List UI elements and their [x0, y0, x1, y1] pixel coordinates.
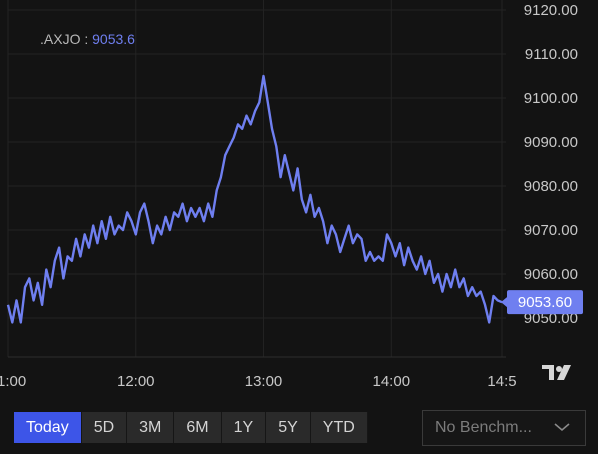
chevron-down-icon	[554, 423, 570, 432]
y-tick-label: 9120.00	[524, 2, 578, 19]
x-tick-label: 14:00	[373, 373, 411, 390]
legend-value: 9053.6	[92, 31, 135, 47]
legend-separator: :	[84, 31, 89, 47]
range-3m-button[interactable]: 3M	[127, 412, 175, 443]
x-tick-label: 13:00	[245, 373, 283, 390]
y-tick-label: 9080.00	[524, 178, 578, 195]
x-tick-label: 12:00	[117, 373, 155, 390]
range-6m-button[interactable]: 6M	[174, 412, 222, 443]
y-axis: 9120.00 9110.00 9100.00 9090.00 9080.00 9070.…	[524, 2, 578, 327]
range-selector: Today 5D 3M 6M 1Y 5Y YTD	[14, 412, 368, 443]
range-5y-button[interactable]: 5Y	[266, 412, 311, 443]
y-tick-label: 9110.00	[525, 46, 578, 63]
x-tick-label: 14:5	[487, 373, 516, 390]
y-tick-label: 9090.00	[524, 134, 578, 151]
benchmark-select[interactable]: No Benchm...	[422, 410, 586, 446]
price-chart[interactable]: 9120.00 9110.00 9100.00 9090.00 9080.00 9070.…	[0, 0, 598, 400]
chart-legend: .AXJO : 9053.6	[40, 31, 135, 47]
chart-grid	[7, 0, 506, 358]
x-tick-label: 11:00	[0, 373, 26, 390]
y-tick-label: 9060.00	[524, 266, 578, 283]
tradingview-logo-icon[interactable]	[541, 363, 577, 381]
y-tick-label: 9070.00	[524, 222, 578, 239]
range-5d-button[interactable]: 5D	[81, 412, 128, 443]
last-price-label: 9053.60	[518, 294, 572, 311]
price-tag-pointer	[501, 297, 507, 308]
last-price-tag: 9053.60	[501, 290, 583, 315]
range-1y-button[interactable]: 1Y	[221, 412, 267, 443]
range-today-button[interactable]: Today	[14, 412, 82, 443]
y-tick-label: 9050.00	[524, 310, 578, 327]
benchmark-placeholder: No Benchm...	[435, 419, 532, 436]
range-ytd-button[interactable]: YTD	[310, 412, 368, 443]
x-axis: 11:00 12:00 13:00 14:00 14:5	[0, 373, 517, 390]
price-line	[6, 74, 503, 324]
legend-symbol: .AXJO	[40, 31, 81, 47]
y-tick-label: 9100.00	[524, 90, 578, 107]
